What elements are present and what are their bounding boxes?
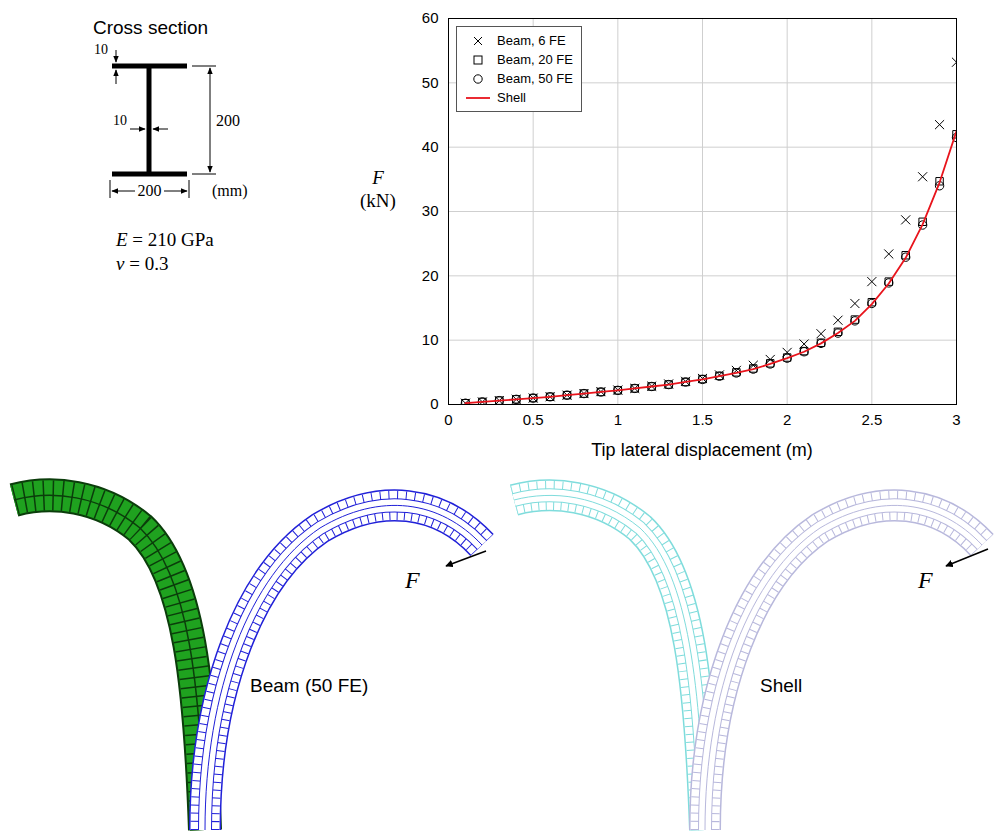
svg-text:F: F: [917, 567, 933, 593]
svg-text:ν = 0.3: ν = 0.3: [116, 253, 168, 274]
svg-text:10: 10: [422, 331, 439, 348]
svg-text:Cross section: Cross section: [93, 17, 208, 38]
svg-text:0: 0: [430, 395, 438, 412]
svg-text:10: 10: [94, 42, 108, 57]
svg-text:Shell: Shell: [760, 675, 802, 696]
svg-text:E = 210 GPa: E = 210 GPa: [115, 229, 214, 250]
html-text:Tip lateral displacement (m): Tip lateral displacement (m): [591, 440, 813, 460]
html-text:Beam, 50 FE: Beam, 50 FE: [497, 71, 573, 86]
svg-text:50: 50: [422, 74, 439, 91]
html-text:F: F: [372, 167, 384, 188]
svg-text:F: F: [404, 567, 420, 593]
svg-text:2: 2: [783, 411, 791, 428]
svg-text:200: 200: [138, 182, 162, 199]
svg-text:200: 200: [216, 112, 240, 129]
svg-text:1.5: 1.5: [692, 411, 713, 428]
svg-text:10: 10: [113, 113, 127, 128]
svg-text:3: 3: [952, 411, 960, 428]
svg-text:40: 40: [422, 138, 439, 155]
html-text:Beam, 6 FE: Beam, 6 FE: [497, 33, 566, 48]
svg-text:0: 0: [444, 411, 452, 428]
svg-text:2.5: 2.5: [861, 411, 882, 428]
svg-text:60: 60: [422, 9, 439, 26]
svg-text:0.5: 0.5: [523, 411, 544, 428]
svg-text:1: 1: [614, 411, 622, 428]
html-text:Beam, 20 FE: Beam, 20 FE: [497, 52, 573, 67]
html-text:Shell: Shell: [497, 90, 526, 105]
svg-text:Beam (50 FE): Beam (50 FE): [250, 675, 368, 696]
svg-text:30: 30: [422, 202, 439, 219]
svg-text:20: 20: [422, 267, 439, 284]
svg-text:(mm): (mm): [212, 182, 248, 200]
html-text:(kN): (kN): [360, 190, 396, 211]
